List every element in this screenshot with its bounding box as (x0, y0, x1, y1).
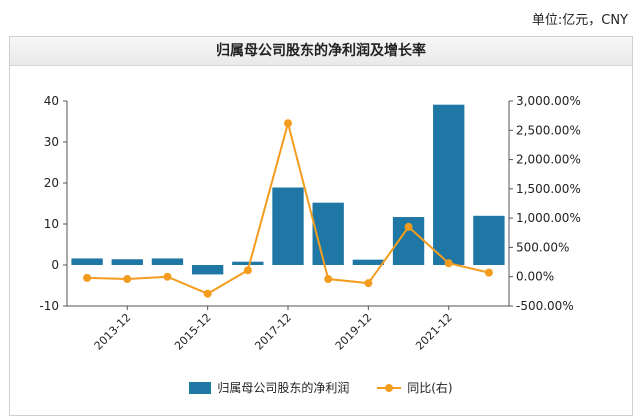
yoy-point-2022-12 (484, 268, 493, 277)
right-tick-label: 3,000.00% (516, 94, 581, 108)
unit-label: 单位:亿元，CNY (531, 13, 628, 28)
right-tick-label: 1,000.00% (516, 211, 581, 225)
legend-swatch-bar (189, 381, 212, 394)
legend: 归属母公司股东的净利润 同比(右) (10, 379, 632, 397)
legend-label-yoy: 同比(右) (407, 381, 453, 395)
x-tick-label: 2019-12 (333, 311, 375, 353)
bar-2014-12 (151, 258, 184, 265)
legend-item-net-profit[interactable]: 归属母公司股东的净利润 (189, 379, 349, 396)
left-tick-label: 10 (44, 217, 59, 231)
bar-2019-12 (352, 259, 385, 265)
right-tick-label: 2,500.00% (516, 123, 581, 137)
left-tick-label: 30 (44, 135, 59, 149)
yoy-point-2012-12 (83, 273, 92, 282)
yoy-point-2014-12 (163, 272, 172, 281)
legend-swatch-line (377, 382, 402, 394)
left-tick-label: 20 (44, 176, 59, 190)
left-tick-label: 40 (44, 94, 59, 108)
yoy-point-2013-12 (123, 275, 132, 284)
yoy-point-2020-12 (404, 222, 413, 231)
bar-2022-12 (473, 215, 505, 265)
yoy-point-2016-12 (243, 266, 252, 275)
left-tick-label: -10 (39, 299, 59, 313)
bar-2015-12 (191, 265, 224, 275)
x-tick-label: 2017-12 (252, 311, 294, 353)
right-tick-label: -500.00% (516, 299, 574, 313)
chart-panel: 归属母公司股东的净利润及增长率 -10 0 10 20 30 40 -500.00% 0.00… (9, 36, 633, 416)
bar-2013-12 (111, 259, 143, 265)
yoy-point-2018-12 (324, 275, 333, 284)
x-tick-label: 2021-12 (413, 311, 455, 353)
legend-label-net-profit: 归属母公司股东的净利润 (217, 381, 350, 395)
left-tick-label: 0 (51, 258, 59, 272)
bar-2012-12 (71, 258, 103, 265)
yoy-point-2017-12 (284, 119, 292, 128)
chart-title: 归属母公司股东的净利润及增长率 (10, 37, 632, 66)
bar-2017-12 (272, 187, 304, 265)
right-tick-label: 1,500.00% (516, 182, 581, 196)
right-tick-label: 0.00% (516, 270, 554, 284)
yoy-point-2021-12 (444, 259, 453, 268)
yoy-point-2019-12 (364, 279, 373, 288)
x-tick-label: 2015-12 (172, 311, 214, 353)
bar-2018-12 (312, 202, 344, 265)
legend-item-yoy[interactable]: 同比(右) (377, 379, 453, 396)
yoy-point-2015-12 (203, 289, 212, 298)
x-tick-label: 2013-12 (92, 311, 134, 353)
chart-svg: -10 0 10 20 30 40 -500.00% 0.00% 500.00% 1,000.00… (39, 94, 581, 353)
right-tick-label: 500.00% (516, 240, 569, 254)
bar-2021-12 (433, 104, 465, 265)
bar-2016-12 (232, 261, 264, 265)
right-tick-label: 2,000.00% (516, 153, 581, 167)
